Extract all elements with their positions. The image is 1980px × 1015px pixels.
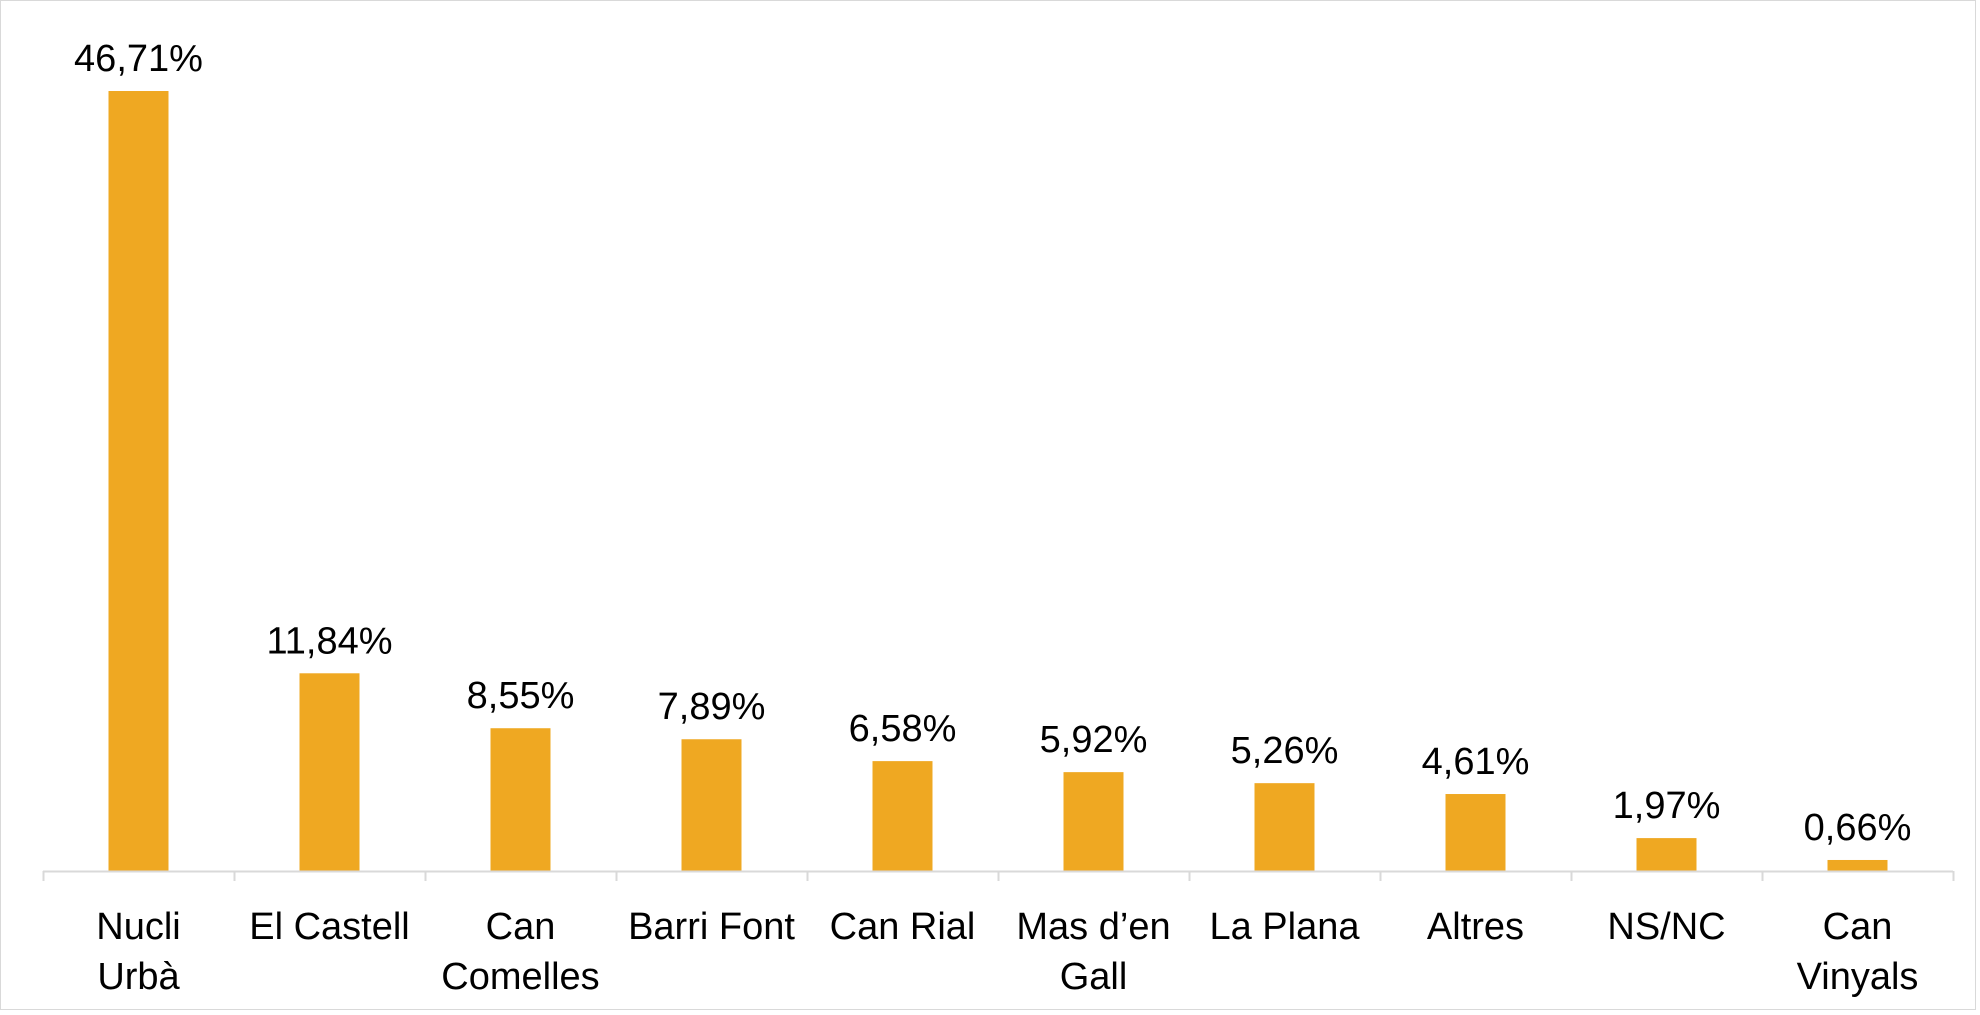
bars-layer [108,91,1888,871]
x-tick-label: Mas d’en Gall [1016,906,1170,998]
bar [490,728,551,871]
x-axis [42,870,1955,881]
data-label: 11,84% [266,620,392,662]
data-labels-layer: 46,71% 11,84% 8,55% 7,89% 6,58% 5,92% 5,26% 4,6… [74,38,1911,849]
data-label: 0,66% [1804,807,1912,849]
x-tick-label: El Castell [249,906,410,948]
data-label: 8,55% [467,675,575,717]
category-labels-layer: Nucli Urbà El Castell Can Comelles Barri Font… [96,906,1918,998]
x-tick-label: Altres [1427,906,1524,948]
data-label: 7,89% [658,686,766,728]
x-tick-label: Can Vinyals [1797,906,1919,998]
data-label: 1,97% [1613,785,1721,827]
bar [681,739,742,871]
x-tick-label: La Plana [1209,906,1360,948]
bar [108,91,169,871]
data-label: 4,61% [1422,741,1530,783]
bar [299,673,360,871]
bar [1636,838,1697,871]
data-label: 5,92% [1040,719,1148,761]
x-tick-label: Can Rial [830,906,976,948]
bar [1063,772,1124,871]
x-tick-label: Barri Font [628,906,795,948]
data-label: 46,71% [74,38,203,80]
x-tick-label: Nucli Urbà [96,906,180,998]
bar [1445,794,1506,871]
bar [1827,859,1888,871]
data-label: 5,26% [1231,730,1339,772]
data-label: 6,58% [849,708,957,750]
x-tick-label: NS/NC [1607,906,1725,948]
bar [872,761,933,871]
bar [1254,783,1315,871]
x-tick-label: Can Comelles [441,906,599,998]
